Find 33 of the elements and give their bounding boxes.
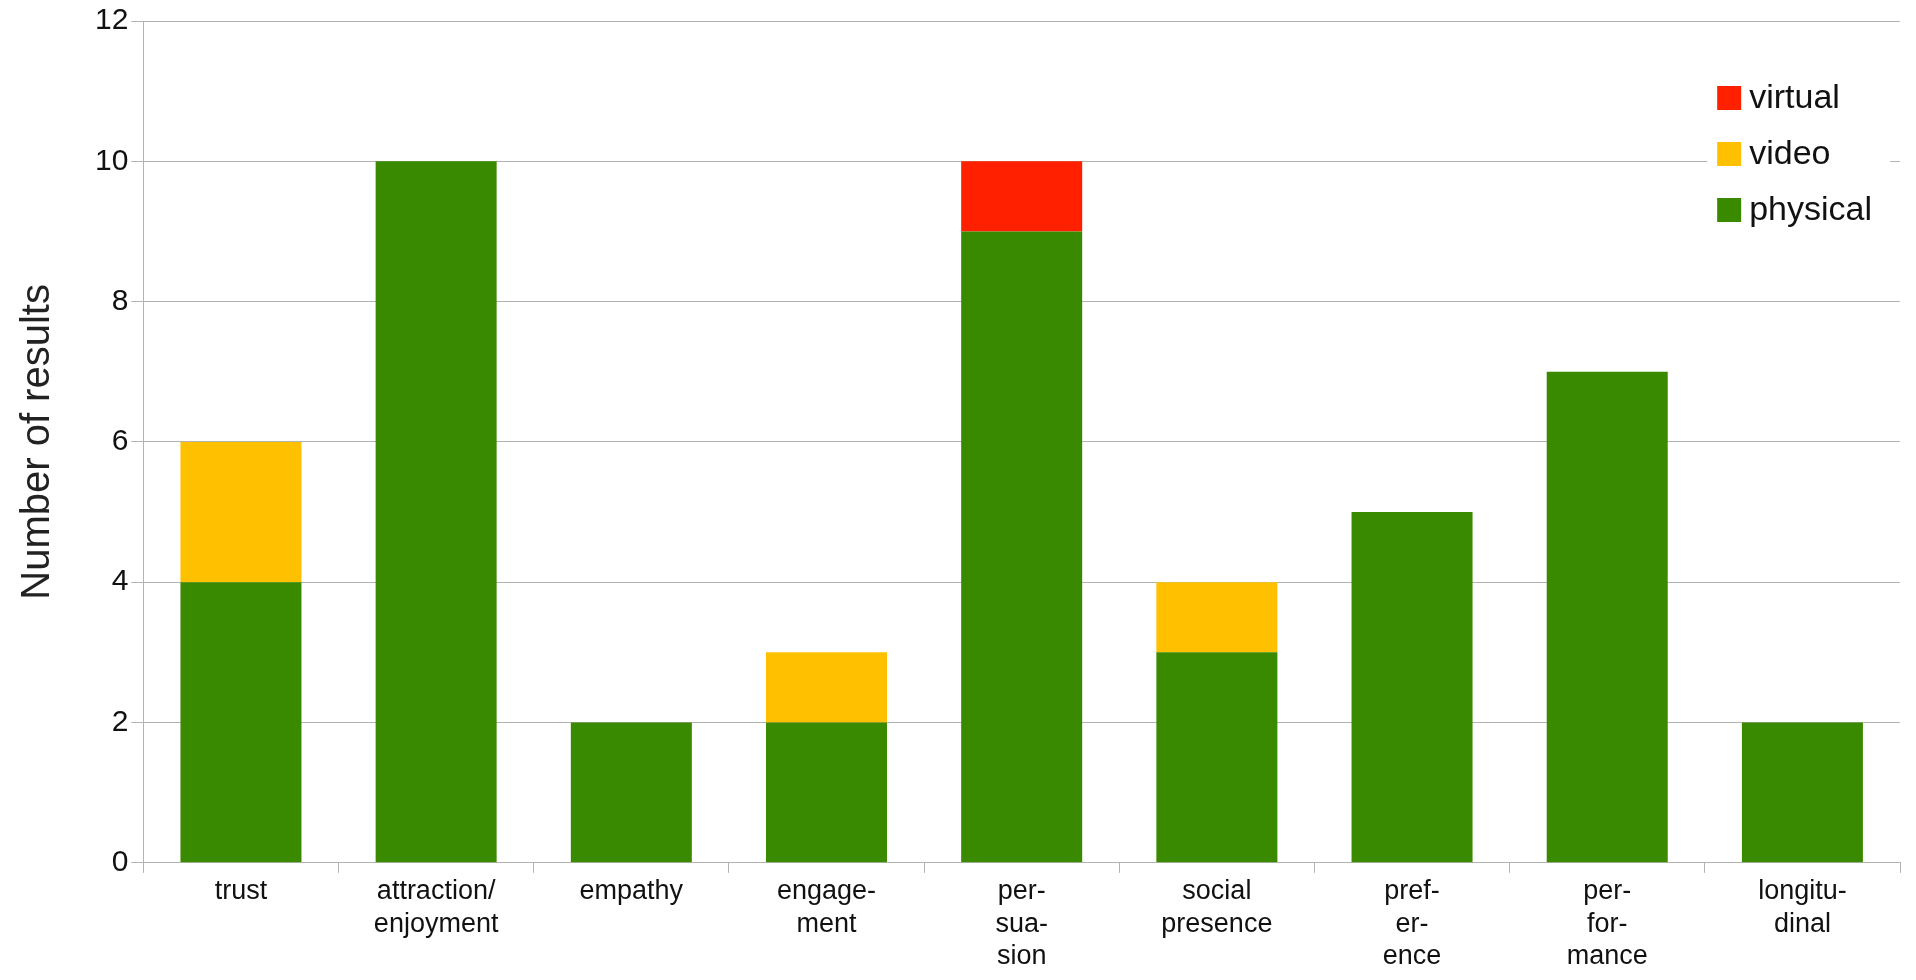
y-tick-label: 10 xyxy=(94,142,129,176)
bar xyxy=(766,722,888,863)
bar xyxy=(1156,652,1278,863)
y-axis-title: Number of results xyxy=(13,284,58,600)
x-tick-label: trust xyxy=(214,875,268,906)
x-tick-label: pref- er- ence xyxy=(1382,875,1442,971)
x-tick-label: engage- ment xyxy=(776,875,877,938)
bar xyxy=(961,231,1083,863)
x-tick-label: longitu- dinal xyxy=(1758,875,1847,938)
bar xyxy=(1351,512,1473,863)
legend-label: physical xyxy=(1749,189,1873,228)
y-tick-label: 8 xyxy=(111,282,129,316)
x-tick-label: per- for- mance xyxy=(1566,875,1648,971)
y-tick-label: 12 xyxy=(94,2,129,36)
bar xyxy=(766,652,888,723)
legend-label: video xyxy=(1749,133,1831,172)
bar xyxy=(570,722,692,863)
bar xyxy=(1156,582,1278,653)
legend-label: virtual xyxy=(1749,77,1840,116)
bar xyxy=(180,441,302,583)
y-tick-label: 6 xyxy=(111,423,129,457)
x-tick-label: attraction/ enjoyment xyxy=(373,875,499,938)
bar xyxy=(1546,371,1668,863)
x-tick-label: per- sua- sion xyxy=(995,875,1048,971)
y-tick-label: 0 xyxy=(111,844,129,878)
bar xyxy=(375,161,497,863)
y-tick-label: 4 xyxy=(111,563,129,597)
x-tick-label: social presence xyxy=(1161,875,1273,938)
y-tick-label: 2 xyxy=(111,703,129,737)
bar xyxy=(1741,722,1863,863)
bar xyxy=(180,582,302,863)
bar xyxy=(961,161,1083,232)
x-tick-label: empathy xyxy=(579,875,684,906)
